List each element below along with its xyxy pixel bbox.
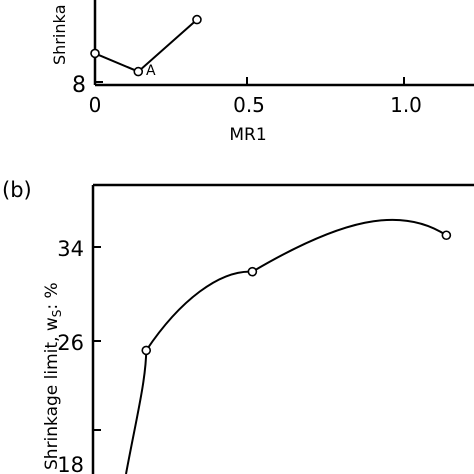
- panel-b: (b) 34 26 18 Shrinkage limit, wS: %: [2, 178, 474, 474]
- panel-b-y-tick-label: 34: [57, 237, 84, 261]
- panel-a-data-point: [90, 48, 100, 59]
- panel-a-x-tick-label: 0.5: [233, 93, 265, 117]
- panel-a-annotation: A: [146, 63, 156, 79]
- panel-b-data-point: [247, 266, 258, 277]
- panel-a-x-axis-label: MR1: [229, 125, 266, 145]
- panel-b-label: (b): [2, 178, 32, 202]
- panel-b-y-tick-label: 18: [57, 453, 84, 474]
- panel-b-y-axis-label-sub: S: [50, 310, 64, 318]
- panel-b-data-point: [141, 345, 152, 356]
- panel-a-data-point: [192, 14, 202, 25]
- panel-b-y-axis-label-main: Shrinkage limit, w: [42, 317, 62, 470]
- panel-b-y-axis-label: Shrinkage limit, wS: %: [42, 282, 64, 470]
- panel-a: 8 0 0.5 1.0 MR1 Shrinkа A: [50, 0, 474, 145]
- panel-a-x-tick-label: 1.0: [390, 93, 422, 117]
- panel-a-y-axis-label: Shrinkа: [50, 4, 69, 65]
- panel-b-series-curve: [125, 218, 447, 474]
- panel-b-data-point: [441, 230, 452, 241]
- panel-a-x-tick-label: 0: [89, 93, 102, 117]
- panel-b-y-tick-label: 26: [57, 331, 84, 355]
- panel-a-y-tick-label: 8: [72, 73, 86, 98]
- panel-a-data-point: [133, 66, 144, 77]
- panel-b-y-axis-label-unit: : %: [42, 282, 62, 309]
